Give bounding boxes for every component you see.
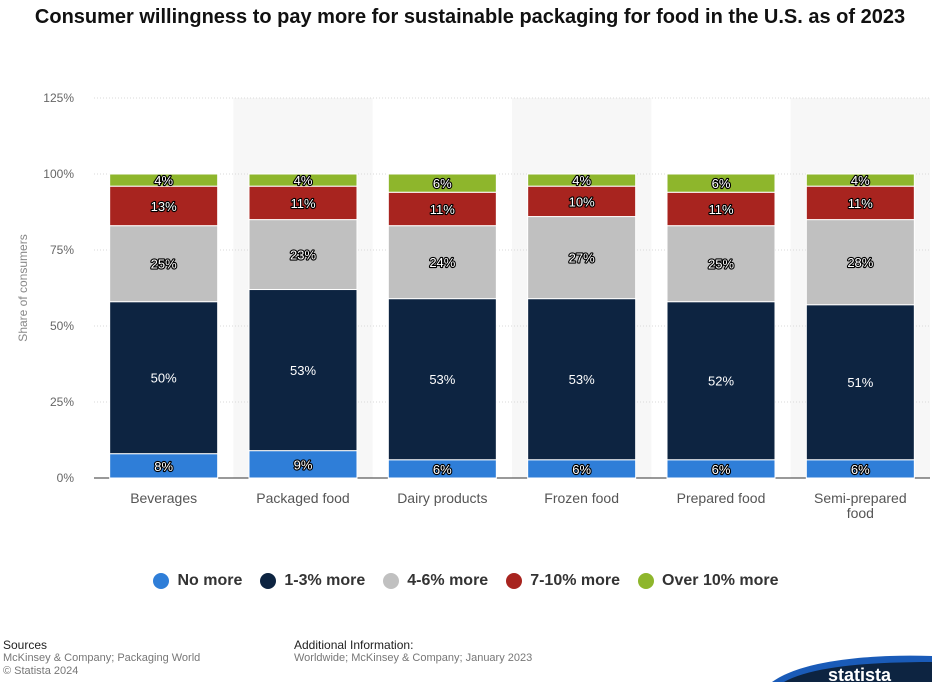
bar-segment[interactable]	[666, 301, 776, 461]
sources: Sources McKinsey & Company; Packaging Wo…	[3, 639, 200, 678]
sources-heading: Sources	[3, 638, 48, 652]
bar-segment[interactable]	[248, 219, 358, 291]
category-label: Semi-prepared food	[814, 490, 907, 521]
data-label: 50%	[151, 371, 177, 386]
additional-text: Worldwide; McKinsey & Company; January 2…	[294, 652, 533, 664]
legend-marker-icon	[638, 573, 655, 589]
y-tick-label: 75%	[50, 243, 74, 257]
data-label: 11%	[848, 196, 873, 211]
category-label: Prepared food	[677, 490, 766, 506]
category-label: Frozen food	[544, 490, 619, 506]
data-label: 53%	[569, 372, 595, 387]
legend-label: 7-10% more	[530, 572, 621, 589]
legend-marker-icon	[383, 573, 400, 589]
legend-item[interactable]: 7-10% more	[506, 572, 620, 590]
y-tick-label: 125%	[43, 91, 74, 105]
bar-segment[interactable]	[805, 173, 915, 187]
data-label: 11%	[430, 202, 455, 217]
data-label: 28%	[847, 255, 873, 270]
bar-segment[interactable]	[527, 173, 637, 187]
data-label: 11%	[708, 202, 733, 217]
data-label: 11%	[290, 196, 315, 211]
bar-segment[interactable]	[666, 173, 776, 193]
category-label: Dairy products	[397, 490, 487, 506]
bar-segment[interactable]	[805, 185, 915, 221]
data-label: 25%	[708, 257, 734, 272]
bar-segment[interactable]	[527, 216, 637, 300]
bar-segment[interactable]	[248, 289, 358, 452]
data-label: 6%	[433, 176, 452, 191]
data-label: 4%	[851, 173, 870, 188]
data-label: 53%	[290, 363, 316, 378]
y-tick-label: 0%	[57, 471, 75, 485]
data-label: 25%	[151, 257, 177, 272]
sources-line-2: © Statista 2024	[3, 665, 79, 677]
additional-information: Additional Information: Worldwide; McKin…	[294, 639, 532, 665]
data-label: 6%	[712, 462, 731, 477]
data-label: 6%	[712, 176, 731, 191]
statista-logo[interactable]: statista	[762, 654, 932, 682]
data-label: 13%	[151, 199, 177, 214]
y-tick-label: 50%	[50, 319, 74, 333]
y-axis-label: Share of consumers	[16, 234, 30, 341]
data-label: 9%	[294, 457, 313, 472]
bar-segment[interactable]	[387, 225, 497, 300]
legend-item[interactable]: No more	[153, 572, 242, 590]
data-label: 6%	[572, 462, 591, 477]
data-label: 4%	[154, 173, 173, 188]
data-label: 4%	[294, 173, 313, 188]
bar-segment[interactable]	[666, 191, 776, 227]
legend-marker-icon	[506, 573, 523, 589]
bar-segment[interactable]	[109, 173, 219, 187]
y-tick-label: 25%	[50, 395, 74, 409]
data-label: 8%	[154, 459, 173, 474]
sources-line-1[interactable]: McKinsey & Company; Packaging World	[3, 652, 201, 664]
bar-segment[interactable]	[387, 298, 497, 461]
bar-segment[interactable]	[527, 298, 637, 461]
data-label: 23%	[290, 248, 316, 263]
data-label: 52%	[708, 374, 734, 389]
legend-marker-icon	[153, 573, 170, 589]
bar-segment[interactable]	[805, 304, 915, 461]
bar-segment[interactable]	[666, 225, 776, 303]
data-label: 6%	[433, 462, 452, 477]
stacked-bar-chart: 8% 50% 25% 13% 4% 9% 53% 23% 11% 4% 6% 53% 24% 11% 6% 6…	[16, 91, 930, 521]
bar-segment[interactable]	[248, 173, 358, 187]
bar-segment[interactable]	[248, 185, 358, 221]
legend-label: 4-6% more	[407, 572, 489, 589]
bar-segment[interactable]	[805, 219, 915, 306]
data-label: 24%	[429, 255, 455, 270]
data-label: 4%	[572, 173, 591, 188]
data-label: 51%	[847, 375, 873, 390]
logo-text: statista	[828, 665, 892, 682]
bar-segment[interactable]	[387, 173, 497, 193]
legend-label: 1-3% more	[284, 572, 366, 589]
additional-heading: Additional Information:	[294, 638, 414, 652]
legend: No more 1-3% more 4-6% more 7-10% more Over …	[0, 572, 932, 590]
category-label: Packaged food	[256, 490, 349, 506]
legend-label: No more	[177, 572, 243, 589]
y-tick-label: 100%	[43, 167, 74, 181]
legend-label: Over 10% more	[662, 572, 779, 589]
legend-marker-icon	[260, 573, 277, 589]
chart-title: Consumer willingness to pay more for sus…	[34, 6, 906, 28]
category-label: Beverages	[130, 490, 197, 506]
data-label: 53%	[429, 372, 455, 387]
data-label: 6%	[851, 462, 870, 477]
legend-item[interactable]: 1-3% more	[260, 572, 365, 590]
data-label: 27%	[569, 251, 595, 266]
legend-item[interactable]: Over 10% more	[638, 572, 779, 590]
bar-segment[interactable]	[387, 191, 497, 227]
data-label: 10%	[569, 194, 595, 209]
legend-item[interactable]: 4-6% more	[383, 572, 488, 590]
